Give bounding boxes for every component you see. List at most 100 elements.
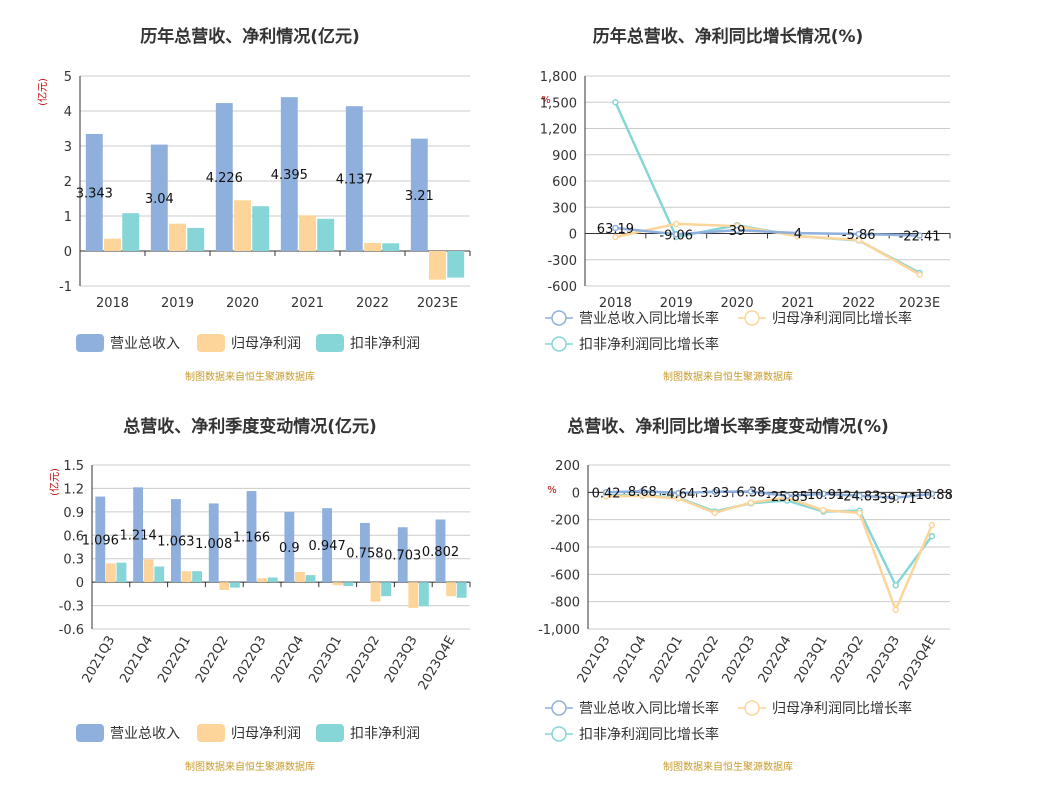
bar-2 [187,227,205,251]
legend-item: 扣非净利润 [350,336,420,352]
x-tick-label: 2021Q4 [611,634,650,686]
legend-marker-1 [744,700,760,716]
x-tick-label: 2022Q2 [683,634,722,686]
source-note: 制图数据来自恒生聚源数据库 [663,370,793,383]
bar-2 [305,575,316,583]
data-label: -22.41 [899,229,941,244]
bar-0 [95,496,106,583]
y-tick-label: 1,500 [540,96,577,111]
data-label: -5.86 [842,228,876,243]
legend-item: 扣非净利润同比增长率 [579,726,719,743]
series-point-0 [747,488,755,495]
bar-1 [219,582,230,590]
series-point-0 [673,231,680,238]
data-label: -9.06 [659,228,693,243]
series-point-0 [928,490,936,498]
x-tick-label: 2019 [660,296,693,311]
y-tick-label: 200 [555,459,580,474]
series-line-1 [606,494,934,614]
bar-2 [343,582,354,587]
y-tick-label: 1,200 [540,123,577,138]
bar-0 [133,487,144,583]
legend-marker-2 [551,336,567,352]
bar-0 [208,503,219,583]
bar-1 [408,582,419,608]
bar-1 [143,559,154,583]
data-label: -24.83 [839,490,881,505]
bar-1 [257,578,268,583]
x-tick-label: 2022Q3 [231,634,270,686]
bar-1 [234,200,251,251]
series-line-0 [615,226,920,237]
series-point-1 [856,509,863,517]
x-tick-label: 2022Q3 [720,634,759,686]
data-label: 3.21 [405,189,434,204]
x-tick-label: 2020 [721,296,754,311]
y-tick-label: 900 [552,149,577,164]
bar-0 [397,527,408,583]
y-tick-label: 4 [64,105,72,120]
x-tick-label: 2021Q3 [80,634,119,686]
series-point-1 [855,236,862,244]
legend-item: 营业总收入 [110,726,180,742]
x-tick-label: 2019 [161,296,194,311]
x-tick-label: 2022Q1 [155,634,194,686]
y-tick-label: 0 [64,245,72,260]
bar-0 [85,133,103,251]
legend-marker-0 [551,700,567,716]
y-tick-label: -0.3 [59,600,84,615]
data-label: 0.758 [346,547,383,562]
source-note: 制图数据来自恒生聚源数据库 [185,760,315,773]
x-tick-label: 2021 [291,296,324,311]
x-tick-label: 2023Q1 [306,634,345,686]
data-label: 1.063 [157,535,194,550]
bar-1 [370,582,381,602]
bar-2 [267,577,278,583]
bar-1 [446,582,457,597]
x-tick-label: 2022Q1 [647,634,686,686]
source-note: 制图数据来自恒生聚源数据库 [663,760,793,773]
source-note: 制图数据来自恒生聚源数据库 [185,370,315,383]
y-tick-label: -400 [550,541,580,556]
data-label: 3.343 [76,186,113,201]
x-tick-label: 2023Q4E [896,634,939,693]
chart-panel-3: 总营收、净利同比增长率季度变动情况(%)% 200 0 -200 -400 -600 -80… [538,416,953,693]
bar-2 [116,562,127,583]
series-point-1 [928,521,936,529]
series-point-1 [612,233,619,241]
x-tick-label: 2020 [226,296,259,311]
data-label: 6.38 [736,485,765,500]
data-label: -4.64 [662,487,696,502]
bar-2 [381,582,391,597]
bar-2 [229,582,240,588]
bar-2 [122,213,140,251]
x-tick-label: 2023Q3 [382,634,421,686]
data-label: 8.68 [628,485,657,500]
chart-title: 总营收、净利同比增长率季度变动情况(%) [567,416,889,437]
x-tick-label: 2023Q4E [416,634,459,693]
legend-item: 扣非净利润同比增长率 [579,336,719,353]
y-tick-label: -200 [550,514,580,529]
series-point-0 [820,490,827,498]
y-tick-label: 0.3 [63,553,84,568]
bar-0 [150,144,168,251]
y-tick-label: 1 [64,210,72,225]
data-label: 1.096 [82,533,119,548]
legend-swatch-2 [316,724,344,742]
legend-marker-1 [744,310,760,326]
bar-1 [332,582,343,586]
data-label: 0.9 [279,541,300,556]
legend-swatch-0 [76,334,104,352]
bar-0 [435,519,446,583]
x-tick-label: 2021Q3 [575,634,614,686]
bar-0 [284,511,295,583]
y-tick-label: -1 [59,280,72,295]
bar-1 [105,563,116,583]
bar-2 [418,582,429,607]
legend-item: 营业总收入同比增长率 [579,310,719,327]
data-label: 4.226 [206,171,243,186]
x-tick-label: 2023Q2 [344,634,383,686]
chart-title: 历年总营收、净利情况(亿元) [140,26,360,47]
